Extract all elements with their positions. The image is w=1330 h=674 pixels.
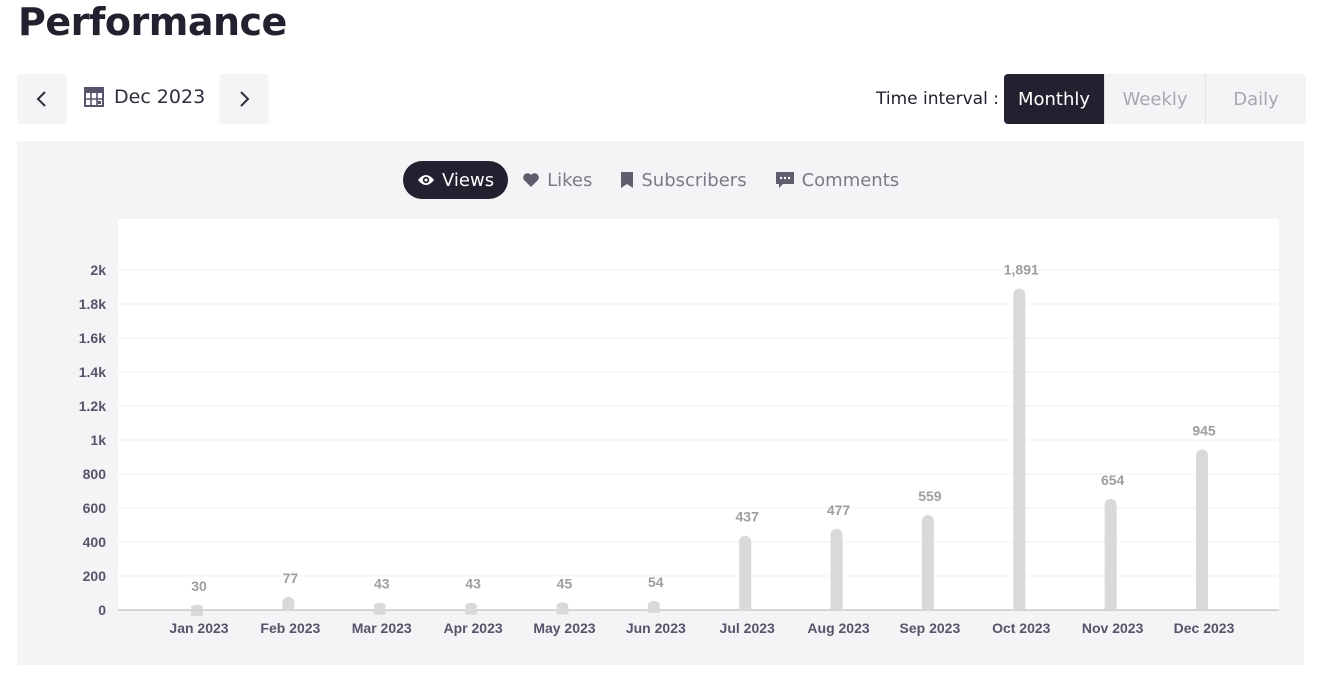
next-month-button[interactable] bbox=[219, 74, 269, 124]
chart-panel bbox=[17, 141, 1304, 665]
tab-views[interactable]: Views bbox=[403, 161, 509, 199]
interval-daily-button[interactable]: Daily bbox=[1205, 74, 1306, 124]
time-interval-label: Time interval : bbox=[876, 89, 999, 109]
date-picker[interactable]: Dec 2023 bbox=[84, 86, 205, 108]
interval-monthly-button[interactable]: Monthly bbox=[1004, 74, 1104, 124]
chevron-right-icon bbox=[240, 91, 250, 107]
tab-likes-label: Likes bbox=[547, 169, 593, 191]
bookmark-icon bbox=[621, 172, 634, 188]
page-title: Performance bbox=[18, 0, 287, 44]
tab-subscribers[interactable]: Subscribers bbox=[606, 161, 760, 199]
date-value: Dec 2023 bbox=[114, 86, 206, 108]
chevron-left-icon bbox=[36, 91, 46, 107]
time-interval-selector: Monthly Weekly Daily bbox=[1004, 74, 1306, 124]
interval-weekly-button[interactable]: Weekly bbox=[1104, 74, 1205, 124]
prev-month-button[interactable] bbox=[17, 74, 67, 124]
heart-icon bbox=[523, 173, 539, 187]
comment-icon bbox=[775, 172, 794, 188]
tab-comments-label: Comments bbox=[801, 169, 900, 191]
calendar-icon bbox=[84, 87, 104, 107]
tab-likes[interactable]: Likes bbox=[508, 161, 606, 199]
tab-comments[interactable]: Comments bbox=[761, 161, 914, 199]
eye-icon bbox=[418, 175, 434, 185]
tab-views-label: Views bbox=[442, 169, 495, 191]
metric-tabs: Views Likes Subscribers Comments bbox=[403, 161, 913, 199]
tab-subscribers-label: Subscribers bbox=[641, 169, 747, 191]
